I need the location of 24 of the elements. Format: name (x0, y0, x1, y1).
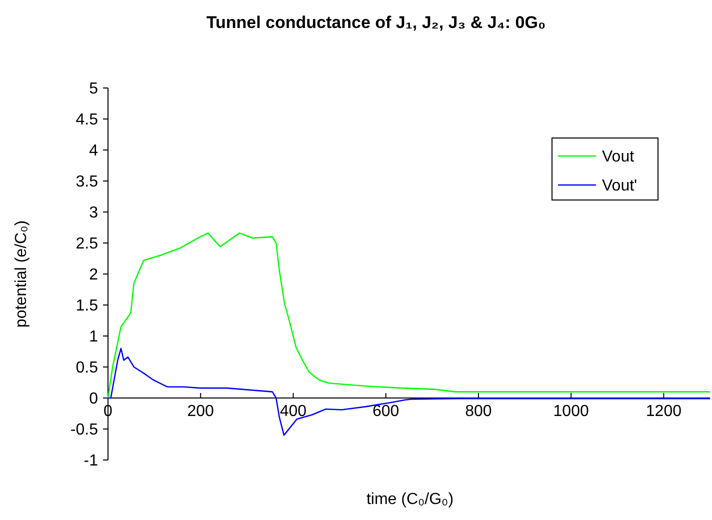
legend-label: Vout' (602, 178, 638, 195)
y-tick-label: 5 (89, 80, 98, 98)
y-tick-label: -1 (84, 452, 98, 470)
legend-label: Vout (602, 148, 635, 166)
x-tick-label: 600 (372, 403, 400, 420)
x-tick-label: 1200 (646, 403, 682, 420)
y-tick-label: 4 (89, 142, 98, 160)
y-tick-label: 2 (89, 266, 98, 284)
y-tick-label: 3 (89, 204, 98, 222)
x-tick-label: 1000 (553, 403, 589, 420)
x-tick-label: 400 (280, 403, 307, 420)
x-tick-label: 200 (187, 403, 214, 420)
y-tick-label: -0.5 (70, 422, 98, 439)
y-tick-label: 2.5 (76, 236, 98, 253)
y-axis-title: potential (e/C₀) (13, 220, 30, 328)
y-tick-label: 0 (89, 390, 98, 408)
x-axis-title: time (C₀/G₀) (366, 491, 454, 508)
y-tick-label: 1.5 (76, 298, 98, 315)
y-tick-label: 0.5 (76, 360, 98, 377)
y-tick-label: 3.5 (76, 174, 98, 191)
x-tick-label: 800 (465, 403, 492, 420)
y-tick-label: 1 (89, 328, 98, 346)
y-tick-label: 4.5 (76, 112, 98, 129)
chart-title: Tunnel conductance of J₁, J₂, J₃ & J₄: 0G₀ (206, 13, 546, 32)
